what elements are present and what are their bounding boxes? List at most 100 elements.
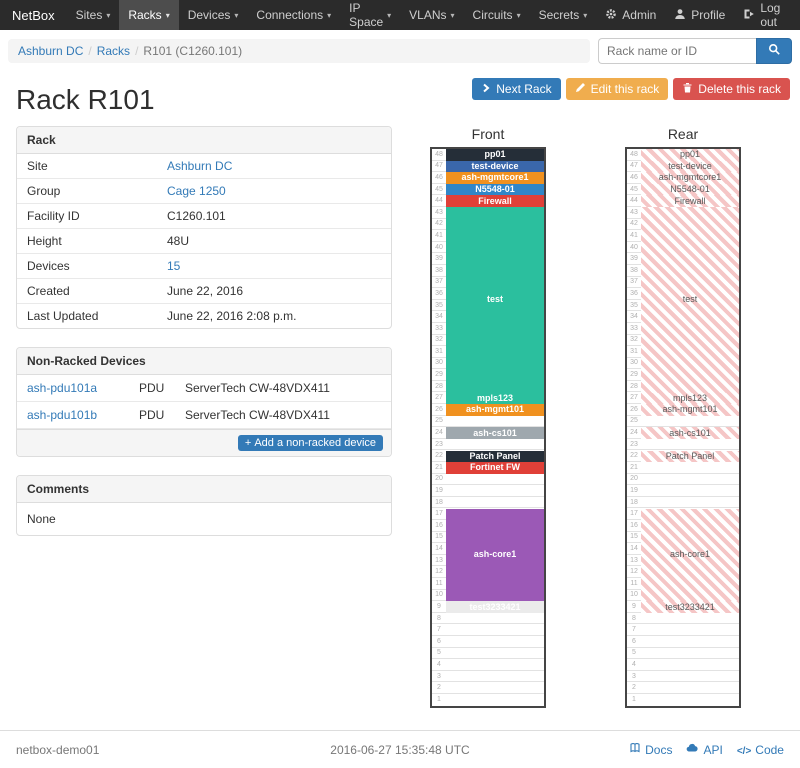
unit-number: 21 (630, 463, 638, 471)
unit-number: 2 (632, 684, 636, 692)
unit-number: 32 (630, 336, 638, 344)
nav-item-connections[interactable]: Connections ▾ (247, 0, 340, 30)
footer-link-api[interactable]: API (686, 742, 723, 757)
nav-item-label: Connections (256, 8, 324, 22)
edit-rack-button[interactable]: Edit this rack (565, 78, 669, 100)
main-menu: Sites ▾ Racks ▾ Devices ▾ Connections ▾ IP Space… (67, 0, 597, 30)
device-front-test-device[interactable]: test-device (446, 160, 544, 173)
device-front-firewall[interactable]: Firewall (446, 195, 544, 207)
page-title: Rack R101 (16, 84, 155, 115)
nav-item-ip-space[interactable]: IP Space ▾ (340, 0, 400, 30)
attr-label: Height (27, 234, 62, 248)
next-rack-button[interactable]: Next Rack (472, 78, 561, 100)
unit-number: 30 (630, 359, 638, 367)
rear-elevation-title: Rear (667, 126, 699, 142)
unit-number: 26 (630, 405, 638, 413)
nav-item-devices[interactable]: Devices ▾ (179, 0, 248, 30)
device-rear-ash-mgmt101[interactable]: ash-mgmt101 (641, 404, 739, 416)
unit-number: 41 (630, 231, 638, 239)
attr-value: Cage 1250 (167, 184, 226, 198)
rack-unit-rear-1: 1 (627, 694, 739, 706)
unit-number: 8 (632, 614, 636, 622)
breadcrumb-item-r101-c1260-101-: R101 (C1260.101) (143, 44, 243, 58)
unit-number: 44 (435, 197, 443, 205)
unit-number: 43 (630, 208, 638, 216)
footer-link-docs[interactable]: Docs (629, 742, 672, 757)
nonracked-panel-footer: + Add a non-racked device (17, 429, 391, 456)
device-front-n5548-01[interactable]: N5548-01 (446, 183, 544, 196)
attr-value: June 22, 2016 (167, 284, 243, 298)
device-front-ash-core1[interactable]: ash-core1 (446, 508, 544, 602)
search-input[interactable] (598, 38, 756, 64)
device-front-patch-panel[interactable]: Patch Panel (446, 450, 544, 463)
unit-number: 31 (630, 347, 638, 355)
footer-link-code[interactable]: </> Code (737, 742, 784, 757)
device-rear-patch-panel[interactable]: Patch Panel (641, 450, 739, 463)
device-rear-test[interactable]: test (641, 207, 739, 393)
unit-number: 42 (435, 220, 443, 228)
app-brand[interactable]: NetBox (12, 7, 55, 23)
device-rear-firewall[interactable]: Firewall (641, 195, 739, 207)
device-rear-ash-mgmtcore1[interactable]: ash-mgmtcore1 (641, 172, 739, 184)
chevron-down-icon: ▾ (583, 10, 588, 20)
attr-value: C1260.101 (167, 209, 226, 223)
unit-number: 30 (435, 359, 443, 367)
unit-number: 6 (632, 637, 636, 645)
device-front-test3233421[interactable]: test3233421 (446, 601, 544, 613)
device-link-ash-pdu101b[interactable]: ash-pdu101b (27, 408, 98, 422)
nav-item-racks[interactable]: Racks ▾ (119, 0, 179, 30)
unit-number: 10 (435, 591, 443, 599)
nav-item-profile[interactable]: Profile (665, 0, 734, 30)
unit-number: 46 (630, 173, 638, 181)
device-front-ash-mgmtcore1[interactable]: ash-mgmtcore1 (446, 172, 544, 184)
device-front-ash-mgmt101[interactable]: ash-mgmt101 (446, 404, 544, 416)
unit-number: 22 (435, 452, 443, 460)
device-rear-ash-cs101[interactable]: ash-cs101 (641, 427, 739, 439)
unit-number: 29 (435, 371, 443, 379)
rack-attr-created: Created June 22, 2016 (17, 279, 391, 304)
rack-unit-rear-3: 3 (627, 671, 739, 683)
device-rear-test3233421[interactable]: test3233421 (641, 601, 739, 613)
device-front-test[interactable]: test (446, 207, 544, 393)
device-link-ash-pdu101a[interactable]: ash-pdu101a (27, 381, 98, 395)
nav-item-secrets[interactable]: Secrets ▾ (530, 0, 597, 30)
nav-item-log-out[interactable]: Log out (734, 0, 800, 30)
device-rear-ash-core1[interactable]: ash-core1 (641, 508, 739, 602)
chevron-down-icon: ▾ (387, 10, 392, 20)
unit-number: 48 (630, 150, 638, 158)
device-front-mpls123[interactable]: mpls123 (446, 392, 544, 405)
logout-icon (743, 8, 755, 23)
search-button[interactable] (756, 38, 792, 64)
gear-icon (605, 8, 617, 23)
attr-value-link[interactable]: 15 (167, 259, 181, 273)
delete-rack-button[interactable]: Delete this rack (673, 78, 790, 100)
device-front-fortinet-fw[interactable]: Fortinet FW (446, 462, 544, 474)
next-rack-label: Next Rack (496, 82, 552, 96)
main-content: Rack Site Ashburn DC Group Cage 1250 Facilit… (0, 124, 800, 724)
device-rear-test-device[interactable]: test-device (641, 160, 739, 173)
device-rear-mpls123[interactable]: mpls123 (641, 392, 739, 405)
device-rear-n5548-01[interactable]: N5548-01 (641, 183, 739, 196)
device-rear-pp01[interactable]: pp01 (641, 149, 739, 161)
unit-number: 9 (632, 602, 636, 610)
attr-value: Ashburn DC (167, 159, 232, 173)
breadcrumb-item-ashburn-dc[interactable]: Ashburn DC (18, 44, 84, 58)
device-front-pp01[interactable]: pp01 (446, 149, 544, 161)
rack-attributes: Site Ashburn DC Group Cage 1250 Facility ID C… (17, 154, 391, 328)
device-role: PDU (139, 381, 165, 395)
device-front-ash-cs101[interactable]: ash-cs101 (446, 427, 544, 439)
hostname: netbox-demo01 (16, 742, 100, 757)
nav-item-admin[interactable]: Admin (596, 0, 665, 30)
nav-item-vlans[interactable]: VLANs ▾ (400, 0, 463, 30)
attr-value-link[interactable]: Ashburn DC (167, 159, 233, 173)
attr-value-link[interactable]: Cage 1250 (167, 184, 226, 198)
unit-number: 7 (437, 626, 441, 634)
unit-number: 11 (435, 579, 443, 587)
add-nonracked-device-button[interactable]: + Add a non-racked device (237, 435, 383, 451)
nav-item-circuits[interactable]: Circuits ▾ (464, 0, 530, 30)
unit-number: 13 (630, 556, 638, 564)
nav-item-label: Admin (622, 8, 657, 22)
attr-value-text: June 22, 2016 2:08 p.m. (167, 309, 297, 323)
breadcrumb-item-racks[interactable]: Racks (96, 44, 131, 58)
nav-item-sites[interactable]: Sites ▾ (67, 0, 120, 30)
